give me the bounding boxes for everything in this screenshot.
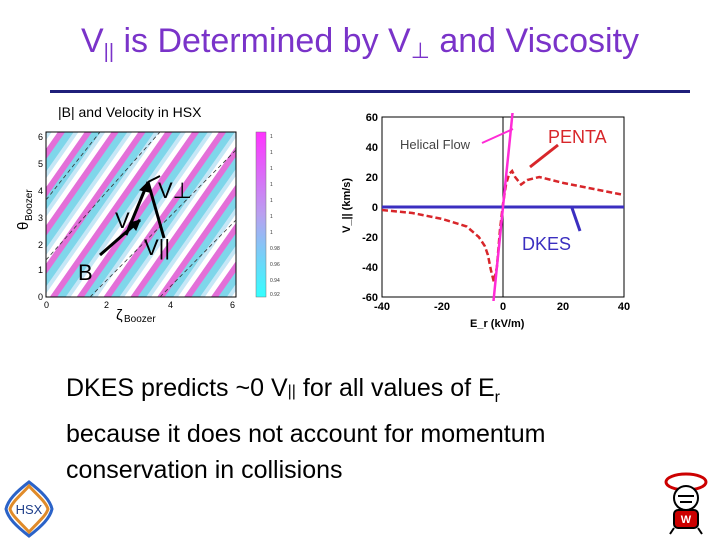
svg-text:6: 6 xyxy=(38,132,43,142)
b-label: B xyxy=(78,260,93,285)
v-par-label: V|| xyxy=(144,235,170,260)
y-tick: -20 xyxy=(362,232,378,244)
y-tick: 60 xyxy=(366,112,378,124)
velocity-vectors xyxy=(99,175,166,257)
y-tick: 0 xyxy=(372,202,378,214)
svg-text:1: 1 xyxy=(38,265,43,275)
v-par-arrow xyxy=(146,181,166,239)
right-x-ticks: -40 -20 0 20 40 xyxy=(374,301,630,313)
dkes-pointer xyxy=(570,207,582,232)
field-lines xyxy=(45,131,237,298)
svg-text:0.94: 0.94 xyxy=(270,278,280,284)
y-tick: 40 xyxy=(366,142,378,154)
helical-flow-annotation: Helical Flow xyxy=(400,137,471,152)
svg-text:1: 1 xyxy=(270,230,273,236)
hsx-logo-icon: HSX xyxy=(4,480,54,538)
x-tick: -20 xyxy=(434,301,450,313)
penta-annotation: PENTA xyxy=(548,127,607,147)
title-underline xyxy=(50,90,690,93)
b-field-heatmap xyxy=(45,131,237,298)
right-y-ticks: 60 40 20 0 -20 -40 -60 xyxy=(362,112,378,304)
svg-text:3: 3 xyxy=(38,213,43,223)
slide-title: V|| is Determined by V⊥ and Viscosity xyxy=(80,22,640,63)
svg-text:Boozer: Boozer xyxy=(24,189,35,221)
body-line-1: DKES predicts ~0 V|| for all values of E… xyxy=(66,374,500,406)
helical-flow-pointer xyxy=(481,128,514,144)
svg-text:0: 0 xyxy=(44,300,49,310)
chart-y-label: V_|| (km/s) xyxy=(341,178,353,233)
svg-text:1: 1 xyxy=(270,214,273,220)
svg-text:θ: θ xyxy=(15,222,32,230)
x-tick: 40 xyxy=(618,301,630,313)
svg-text:5: 5 xyxy=(38,159,43,169)
colorbar xyxy=(255,131,267,298)
body-line-3: conservation in collisions xyxy=(66,456,343,484)
v-perp-arrow xyxy=(147,175,161,183)
b-field-map: 6 5 4 3 2 1 0 0 2 4 6 θ Boozer ζ Boozer … xyxy=(15,131,280,325)
svg-text:0: 0 xyxy=(38,292,43,302)
x-tick: 0 xyxy=(500,301,506,313)
x-tick: -40 xyxy=(374,301,390,313)
badger-mascot-icon: W xyxy=(664,472,708,535)
svg-text:W: W xyxy=(681,514,692,526)
svg-text:0.92: 0.92 xyxy=(270,292,280,298)
v-perp-label: V⊥ xyxy=(158,178,192,203)
svg-text:1: 1 xyxy=(270,166,273,172)
svg-text:1: 1 xyxy=(270,198,273,204)
y-tick: 20 xyxy=(366,172,378,184)
colorbar-ticks: 1 1 1 1 1 1 1 0.98 0.96 0.94 0.92 xyxy=(270,134,280,298)
x-tick: 20 xyxy=(557,301,569,313)
svg-text:2: 2 xyxy=(38,240,43,250)
svg-text:2: 2 xyxy=(104,300,109,310)
left-y-label: θ Boozer xyxy=(15,189,35,230)
dkes-annotation: DKES xyxy=(522,234,571,254)
series-helical-flow xyxy=(492,113,514,301)
penta-pointer xyxy=(529,143,559,169)
svg-text:1: 1 xyxy=(270,182,273,188)
y-tick: -40 xyxy=(362,262,378,274)
vector-labels: B V V⊥ V|| xyxy=(78,178,192,285)
left-y-ticks: 6 5 4 3 2 1 0 xyxy=(38,132,43,302)
left-x-label: ζ Boozer xyxy=(116,307,156,325)
svg-text:HSX: HSX xyxy=(16,502,43,517)
svg-text:1: 1 xyxy=(270,150,273,156)
left-figure-caption: |B| and Velocity in HSX xyxy=(58,104,202,120)
body-line-2: because it does not account for momentum xyxy=(66,420,546,448)
svg-text:0.98: 0.98 xyxy=(270,246,280,252)
v-label: V xyxy=(115,208,130,233)
svg-text:ζ: ζ xyxy=(116,307,123,324)
svg-text:6: 6 xyxy=(230,300,235,310)
left-x-ticks: 0 2 4 6 xyxy=(44,300,235,310)
svg-text:Boozer: Boozer xyxy=(124,314,156,325)
chart-x-label: E_r (kV/m) xyxy=(470,318,525,330)
svg-text:0.96: 0.96 xyxy=(270,262,280,268)
svg-text:4: 4 xyxy=(38,186,43,196)
svg-text:1: 1 xyxy=(270,134,273,140)
y-tick: -60 xyxy=(362,292,378,304)
body-text: DKES predicts ~0 V|| for all values of E… xyxy=(66,370,666,488)
svg-text:4: 4 xyxy=(168,300,173,310)
vpar-vs-er-chart: 60 40 20 0 -20 -40 -60 -40 -20 0 20 40 E… xyxy=(341,112,630,330)
